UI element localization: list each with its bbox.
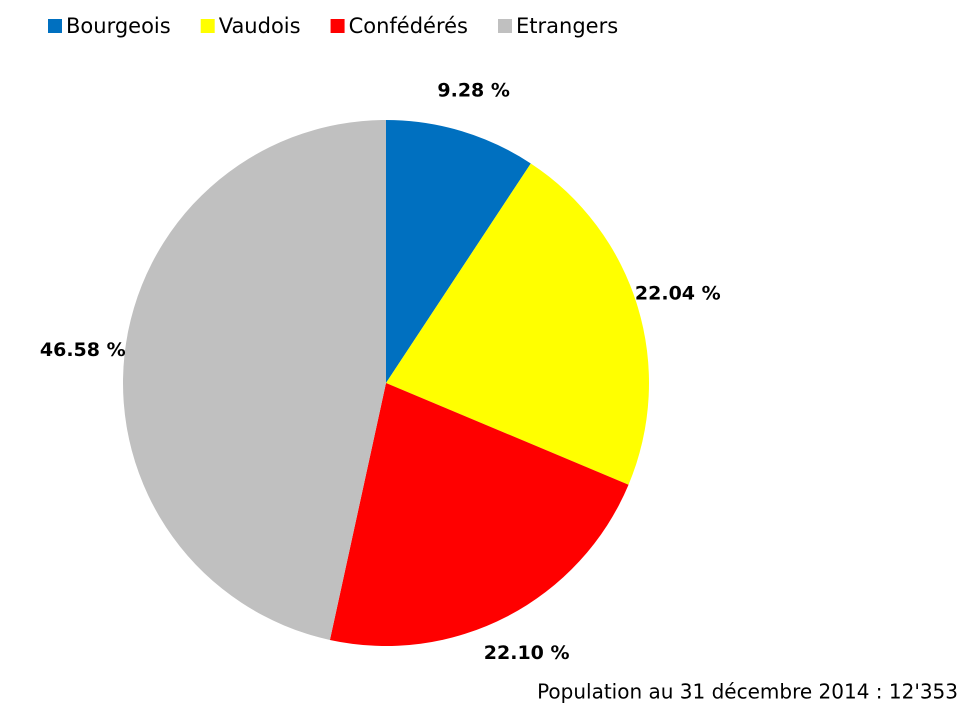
legend-label: Confédérés xyxy=(349,14,468,38)
pie-slice xyxy=(386,163,649,485)
pie-slice xyxy=(386,120,531,383)
legend-swatch xyxy=(200,19,215,33)
legend-label: Bourgeois xyxy=(66,14,171,38)
legend-swatch xyxy=(498,19,512,33)
legend-label: Etrangers xyxy=(516,14,618,38)
legend-label: Vaudois xyxy=(219,14,301,38)
legend-swatch xyxy=(330,19,345,33)
legend-swatch xyxy=(48,19,62,33)
data-label: 9.28 % xyxy=(437,79,510,101)
data-label: 22.10 % xyxy=(484,642,570,664)
pie-slice xyxy=(329,383,629,646)
data-label: 46.58 % xyxy=(40,339,126,361)
pie-slice xyxy=(122,120,387,640)
data-label: 22.04 % xyxy=(635,283,721,305)
annotation: Population au 31 décembre 2014 : 12'353 xyxy=(537,680,958,704)
